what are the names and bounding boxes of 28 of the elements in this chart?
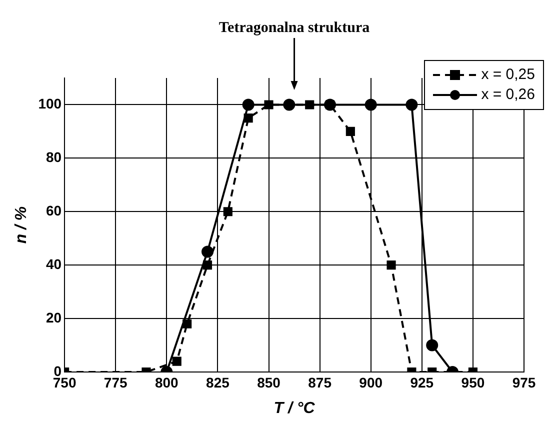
text: Tetragonalna struktura: [218, 20, 370, 36]
x-tick-label: 950: [461, 374, 485, 390]
y-tick-label: 60: [46, 202, 62, 218]
x-tick-label: 925: [410, 374, 434, 390]
point: [283, 98, 296, 111]
y-tick-label: 0: [54, 362, 62, 379]
x-tick-label: 850: [257, 374, 281, 390]
x-tick-label: 775: [104, 374, 128, 390]
y-tick-label: 100: [38, 96, 62, 112]
point: [242, 98, 254, 111]
x-axis-title: T / °C: [274, 400, 316, 417]
point: [223, 207, 232, 216]
x-tick-label: 975: [512, 374, 536, 390]
legend-label: x = 0,26: [481, 85, 535, 105]
point: [201, 246, 214, 258]
y-tick-label: 20: [46, 309, 62, 326]
point: [264, 100, 274, 110]
y-axis-title: n / %: [13, 206, 30, 244]
x-tick-label: 825: [206, 374, 230, 390]
point: [364, 98, 377, 111]
legend-label: x = 0,25: [481, 65, 535, 85]
point: [406, 98, 418, 111]
y-tick-label: 80: [46, 149, 62, 166]
x-tick-label: 875: [308, 374, 332, 390]
y-tick-label: 40: [46, 256, 62, 272]
x-tick-label: 800: [154, 374, 179, 390]
point: [346, 126, 355, 136]
x-tick-label: 900: [359, 374, 383, 390]
